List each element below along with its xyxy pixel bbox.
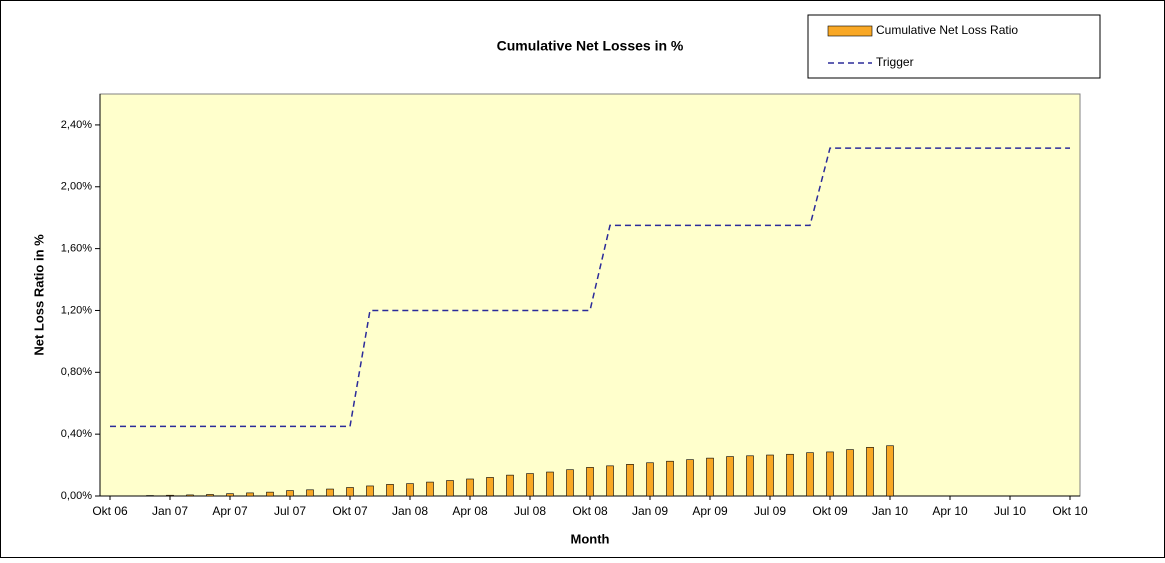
bar [387, 484, 394, 496]
bar [647, 463, 654, 496]
bar [287, 491, 294, 496]
bar [727, 457, 734, 496]
bar [807, 453, 814, 496]
x-tick-label: Jan 07 [152, 504, 188, 518]
bar [847, 450, 854, 496]
bar [407, 484, 414, 496]
bar [367, 486, 374, 496]
legend-label: Trigger [876, 55, 914, 69]
y-tick-label: 2,00% [61, 181, 92, 193]
x-tick-label: Okt 06 [92, 504, 128, 518]
bar [627, 464, 634, 496]
bar [747, 456, 754, 496]
x-tick-label: Jul 09 [754, 504, 786, 518]
x-tick-label: Jul 07 [274, 504, 306, 518]
bar [327, 489, 334, 496]
y-tick-label: 1,60% [61, 243, 92, 255]
bar [787, 454, 794, 496]
x-tick-label: Jul 10 [994, 504, 1026, 518]
bar [687, 460, 694, 496]
bar [307, 490, 314, 496]
x-tick-label: Apr 08 [452, 504, 488, 518]
legend-swatch [828, 26, 872, 36]
bar [887, 446, 894, 496]
x-tick-label: Apr 07 [212, 504, 248, 518]
y-tick-label: 1,20% [61, 304, 92, 316]
y-tick-label: 0,80% [61, 366, 92, 378]
bar [207, 494, 214, 496]
bar [247, 493, 254, 496]
y-axis-title: Net Loss Ratio in % [31, 234, 46, 356]
x-tick-label: Okt 07 [332, 504, 368, 518]
plot-area [100, 94, 1080, 496]
bar [527, 474, 534, 496]
bar [587, 467, 594, 496]
bar [867, 447, 874, 496]
bar [347, 487, 354, 496]
bar [467, 479, 474, 496]
legend-label: Cumulative Net Loss Ratio [876, 23, 1018, 37]
x-axis-title: Month [571, 531, 610, 546]
bar [267, 492, 274, 496]
bar [667, 461, 674, 496]
chart-title: Cumulative Net Losses in % [497, 38, 684, 54]
bar [447, 481, 454, 496]
bar [567, 470, 574, 496]
bar [167, 495, 174, 496]
x-tick-label: Jan 10 [872, 504, 908, 518]
bar [827, 452, 834, 496]
x-tick-label: Apr 09 [692, 504, 728, 518]
x-tick-label: Apr 10 [932, 504, 968, 518]
bar [187, 495, 194, 496]
x-tick-label: Okt 09 [812, 504, 848, 518]
bar [427, 482, 434, 496]
y-tick-label: 0,00% [61, 490, 92, 502]
bar [487, 477, 494, 496]
x-tick-label: Jan 09 [632, 504, 668, 518]
y-tick-label: 0,40% [61, 428, 92, 440]
bar [227, 494, 234, 496]
x-tick-label: Jan 08 [392, 504, 428, 518]
bar [547, 472, 554, 496]
x-tick-label: Okt 10 [1052, 504, 1088, 518]
x-tick-label: Jul 08 [514, 504, 546, 518]
bar [767, 455, 774, 496]
bar [607, 466, 614, 496]
y-tick-label: 2,40% [61, 119, 92, 131]
bar [707, 458, 714, 496]
x-tick-label: Okt 08 [572, 504, 608, 518]
bar [507, 475, 514, 496]
